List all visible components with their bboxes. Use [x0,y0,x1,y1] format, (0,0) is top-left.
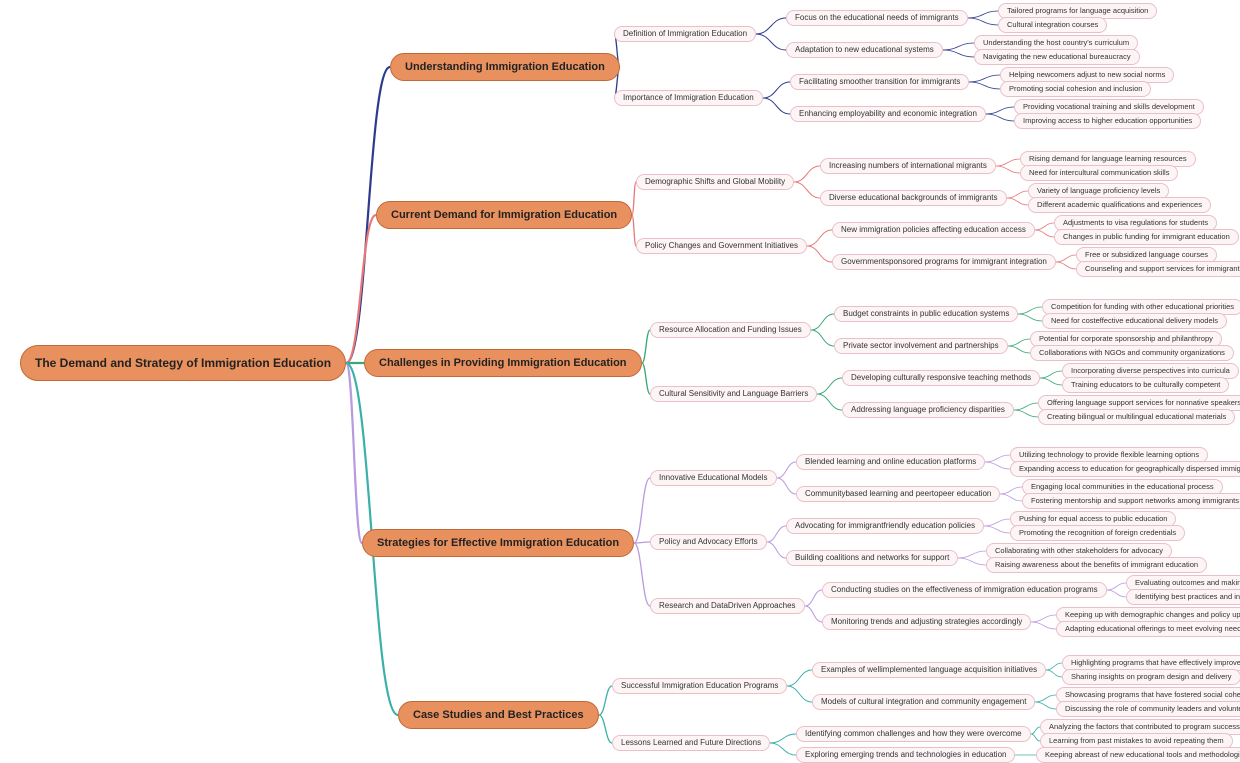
l2-4-1: Lessons Learned and Future Directions [612,735,770,751]
l4-2-0-1-1: Collaborations with NGOs and community o… [1030,345,1234,361]
branch-3: Strategies for Effective Immigration Edu… [362,529,634,557]
l3-0-0-1: Adaptation to new educational systems [786,42,943,58]
branch-1: Current Demand for Immigration Education [376,201,632,229]
l3-1-0-1: Diverse educational backgrounds of immig… [820,190,1007,206]
l2-0-1: Importance of Immigration Education [614,90,763,106]
l4-4-0-0-1: Sharing insights on program design and d… [1062,669,1240,685]
branch-2: Challenges in Providing Immigration Educ… [364,349,642,377]
l3-0-1-0: Facilitating smoother transition for imm… [790,74,969,90]
l3-1-1-1: Governmentsponsored programs for immigra… [832,254,1056,270]
l3-2-1-1: Addressing language proficiency disparit… [842,402,1014,418]
l4-3-1-0-1: Promoting the recognition of foreign cre… [1010,525,1185,541]
l4-0-0-1-1: Navigating the new educational bureaucra… [974,49,1140,65]
l3-3-0-1: Communitybased learning and peertopeer e… [796,486,1000,502]
root-node: The Demand and Strategy of Immigration E… [20,345,346,381]
l4-2-1-1-1: Creating bilingual or multilingual educa… [1038,409,1235,425]
l3-4-1-1: Exploring emerging trends and technologi… [796,747,1015,763]
l3-3-1-0: Advocating for immigrantfriendly educati… [786,518,984,534]
l4-3-1-1-1: Raising awareness about the benefits of … [986,557,1207,573]
l3-1-0-0: Increasing numbers of international migr… [820,158,996,174]
l3-3-0-0: Blended learning and online education pl… [796,454,985,470]
l2-2-1: Cultural Sensitivity and Language Barrie… [650,386,817,402]
l3-2-0-0: Budget constraints in public education s… [834,306,1018,322]
l2-2-0: Resource Allocation and Funding Issues [650,322,811,338]
l2-4-0: Successful Immigration Education Program… [612,678,787,694]
l4-2-1-0-1: Training educators to be culturally comp… [1062,377,1229,393]
l4-0-1-1-1: Improving access to higher education opp… [1014,113,1201,129]
l4-0-0-0-1: Cultural integration courses [998,17,1107,33]
l4-0-1-0-1: Promoting social cohesion and inclusion [1000,81,1151,97]
l3-0-0-0: Focus on the educational needs of immigr… [786,10,968,26]
l3-3-1-1: Building coalitions and networks for sup… [786,550,958,566]
l4-1-1-1-1: Counseling and support services for immi… [1076,261,1240,277]
l2-0-0: Definition of Immigration Education [614,26,756,42]
branch-4: Case Studies and Best Practices [398,701,599,729]
l4-1-0-0-1: Need for intercultural communication ski… [1020,165,1178,181]
l3-3-2-0: Conducting studies on the effectiveness … [822,582,1107,598]
l4-3-0-1-1: Fostering mentorship and support network… [1022,493,1240,509]
l4-3-0-0-1: Expanding access to education for geogra… [1010,461,1240,477]
l2-1-0: Demographic Shifts and Global Mobility [636,174,794,190]
l4-1-0-1-1: Different academic qualifications and ex… [1028,197,1211,213]
l2-3-1: Policy and Advocacy Efforts [650,534,767,550]
l4-3-2-1-1: Adapting educational offerings to meet e… [1056,621,1240,637]
l4-1-1-0-1: Changes in public funding for immigrant … [1054,229,1239,245]
l3-3-2-1: Monitoring trends and adjusting strategi… [822,614,1031,630]
l2-3-0: Innovative Educational Models [650,470,777,486]
l3-0-1-1: Enhancing employability and economic int… [790,106,986,122]
l3-4-1-0: Identifying common challenges and how th… [796,726,1031,742]
l3-2-1-0: Developing culturally responsive teachin… [842,370,1040,386]
l4-3-2-0-1: Identifying best practices and innovativ… [1126,589,1240,605]
branch-0: Understanding Immigration Education [390,53,620,81]
l3-1-1-0: New immigration policies affecting educa… [832,222,1035,238]
l3-4-0-0: Examples of wellimplemented language acq… [812,662,1046,678]
l3-2-0-1: Private sector involvement and partnersh… [834,338,1008,354]
l2-1-1: Policy Changes and Government Initiative… [636,238,807,254]
l4-4-0-1-1: Discussing the role of community leaders… [1056,701,1240,717]
l3-4-0-1: Models of cultural integration and commu… [812,694,1035,710]
l4-2-0-0-1: Need for costeffective educational deliv… [1042,313,1227,329]
l2-3-2: Research and DataDriven Approaches [650,598,805,614]
l4-4-1-1-0: Keeping abreast of new educational tools… [1036,747,1240,763]
